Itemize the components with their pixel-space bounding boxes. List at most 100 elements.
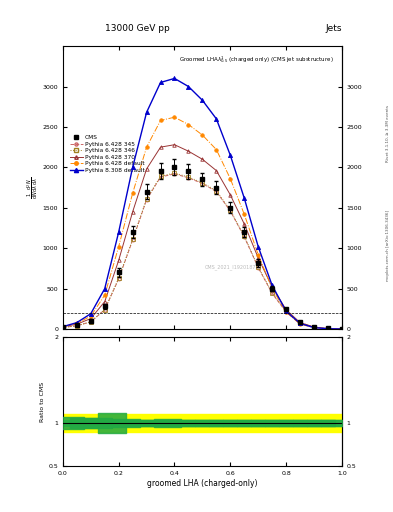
Pythia 6.428 345	[214, 188, 219, 195]
Pythia 6.428 346	[186, 174, 191, 180]
Pythia 6.428 default	[200, 132, 205, 138]
Pythia 6.428 345	[61, 325, 65, 331]
Pythia 6.428 default	[102, 292, 107, 298]
Pythia 6.428 370	[214, 167, 219, 174]
Pythia 8.308 default	[130, 164, 135, 170]
Pythia 6.428 370	[298, 319, 303, 326]
Legend: CMS, Pythia 6.428 345, Pythia 6.428 346, Pythia 6.428 370, Pythia 6.428 default,: CMS, Pythia 6.428 345, Pythia 6.428 346,…	[69, 134, 146, 174]
Text: CMS_2021_I1920187: CMS_2021_I1920187	[204, 264, 256, 270]
Text: Rivet 3.1.10, ≥ 3.3M events: Rivet 3.1.10, ≥ 3.3M events	[386, 104, 390, 162]
Pythia 6.428 345	[298, 321, 303, 327]
Pythia 6.428 370	[158, 144, 163, 150]
Pythia 6.428 default	[326, 326, 331, 332]
Pythia 6.428 370	[75, 321, 79, 327]
Pythia 6.428 346	[214, 188, 219, 194]
Text: Jets: Jets	[325, 24, 342, 33]
Pythia 6.428 370	[326, 326, 331, 332]
Pythia 6.428 346	[158, 173, 163, 179]
Pythia 6.428 346	[61, 325, 65, 331]
Pythia 6.428 345	[102, 307, 107, 313]
Pythia 6.428 370	[270, 284, 275, 290]
Line: Pythia 6.428 default: Pythia 6.428 default	[61, 116, 343, 331]
Pythia 6.428 default	[116, 244, 121, 250]
Pythia 6.428 345	[186, 175, 191, 181]
Pythia 6.428 default	[312, 325, 316, 331]
Pythia 6.428 346	[116, 275, 121, 281]
Pythia 6.428 370	[61, 324, 65, 330]
Pythia 6.428 default	[144, 144, 149, 150]
Pythia 6.428 345	[228, 208, 233, 214]
Pythia 8.308 default	[200, 97, 205, 103]
Line: Pythia 6.428 345: Pythia 6.428 345	[61, 173, 343, 331]
Pythia 6.428 370	[102, 298, 107, 305]
Pythia 6.428 default	[242, 211, 247, 217]
Pythia 6.428 370	[88, 315, 93, 322]
Pythia 8.308 default	[214, 116, 219, 122]
Pythia 6.428 default	[214, 146, 219, 153]
Pythia 6.428 345	[158, 174, 163, 180]
Pythia 8.308 default	[298, 321, 303, 327]
Pythia 6.428 default	[256, 251, 261, 258]
Pythia 6.428 346	[228, 207, 233, 214]
Pythia 6.428 370	[312, 324, 316, 330]
Bar	[63, 415, 342, 432]
Pythia 6.428 346	[102, 307, 107, 313]
Pythia 8.308 default	[144, 109, 149, 115]
Pythia 6.428 346	[312, 324, 316, 330]
Pythia 6.428 default	[75, 321, 79, 327]
Pythia 6.428 346	[298, 319, 303, 326]
Pythia 6.428 370	[186, 148, 191, 154]
Line: Pythia 6.428 370: Pythia 6.428 370	[61, 143, 343, 331]
Pythia 8.308 default	[312, 325, 316, 331]
Pythia 8.308 default	[256, 244, 261, 250]
Pythia 6.428 345	[326, 326, 331, 332]
Pythia 8.308 default	[61, 324, 65, 330]
Pythia 6.428 346	[172, 170, 177, 176]
X-axis label: groomed LHA (charged-only): groomed LHA (charged-only)	[147, 479, 258, 487]
Pythia 6.428 370	[172, 142, 177, 148]
Line: Pythia 6.428 346: Pythia 6.428 346	[61, 172, 343, 331]
Pythia 6.428 346	[200, 180, 205, 186]
Pythia 6.428 346	[256, 264, 261, 270]
Pythia 6.428 345	[340, 326, 344, 332]
Pythia 6.428 346	[88, 318, 93, 325]
Pythia 8.308 default	[284, 308, 288, 314]
Pythia 8.308 default	[270, 282, 275, 288]
Pythia 6.428 345	[242, 234, 247, 240]
Pythia 6.428 345	[75, 323, 79, 329]
Pythia 6.428 370	[130, 209, 135, 215]
Pythia 6.428 346	[284, 308, 288, 314]
Pythia 6.428 345	[130, 237, 135, 243]
Pythia 6.428 370	[242, 221, 247, 227]
Pythia 6.428 346	[75, 323, 79, 329]
Bar	[63, 420, 342, 426]
Pythia 6.428 370	[284, 307, 288, 313]
Pythia 6.428 default	[88, 313, 93, 319]
Y-axis label: $\frac{1}{\mathrm{d}N}\frac{\mathrm{d}^2N}{\mathrm{d}\lambda\,\mathrm{d}\lambda}: $\frac{1}{\mathrm{d}N}\frac{\mathrm{d}^2…	[26, 176, 41, 199]
Pythia 8.308 default	[158, 79, 163, 86]
Pythia 6.428 346	[144, 196, 149, 202]
Pythia 6.428 default	[270, 286, 275, 292]
Pythia 6.428 default	[172, 114, 177, 120]
Pythia 6.428 default	[61, 324, 65, 330]
Pythia 6.428 370	[340, 326, 344, 332]
Pythia 8.308 default	[326, 326, 331, 332]
Pythia 6.428 default	[284, 309, 288, 315]
Pythia 6.428 345	[116, 276, 121, 282]
Pythia 8.308 default	[116, 229, 121, 235]
Line: Pythia 8.308 default: Pythia 8.308 default	[61, 76, 344, 331]
Pythia 6.428 default	[340, 326, 344, 332]
Pythia 8.308 default	[102, 286, 107, 292]
Pythia 6.428 346	[340, 326, 344, 332]
Pythia 8.308 default	[186, 83, 191, 90]
Pythia 6.428 345	[270, 290, 275, 296]
Pythia 8.308 default	[88, 311, 93, 317]
Pythia 6.428 346	[242, 233, 247, 239]
Pythia 6.428 345	[200, 180, 205, 186]
Pythia 8.308 default	[75, 319, 79, 326]
Text: 13000 GeV pp: 13000 GeV pp	[105, 24, 170, 33]
Pythia 8.308 default	[340, 326, 344, 332]
Pythia 6.428 370	[200, 156, 205, 162]
Text: Groomed LHA$\lambda^{1}_{0.5}$ (charged only) (CMS jet substructure): Groomed LHA$\lambda^{1}_{0.5}$ (charged …	[179, 55, 334, 66]
Pythia 8.308 default	[228, 152, 233, 158]
